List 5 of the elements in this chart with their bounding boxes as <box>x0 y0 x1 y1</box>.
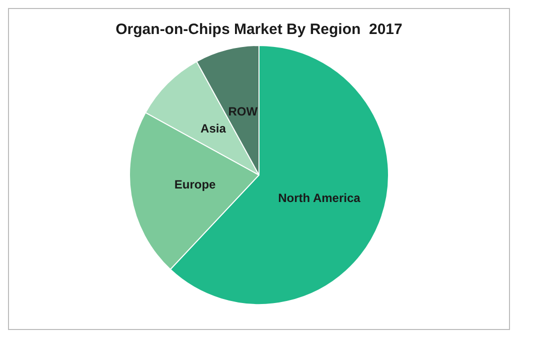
slice-label: Asia <box>200 122 226 136</box>
chart-title: Organ-on-Chips Market By Region 2017 <box>116 21 402 38</box>
slice-label: North America <box>278 191 361 206</box>
slice-label: ROW <box>228 104 258 119</box>
slice-label: Europe <box>174 177 216 192</box>
